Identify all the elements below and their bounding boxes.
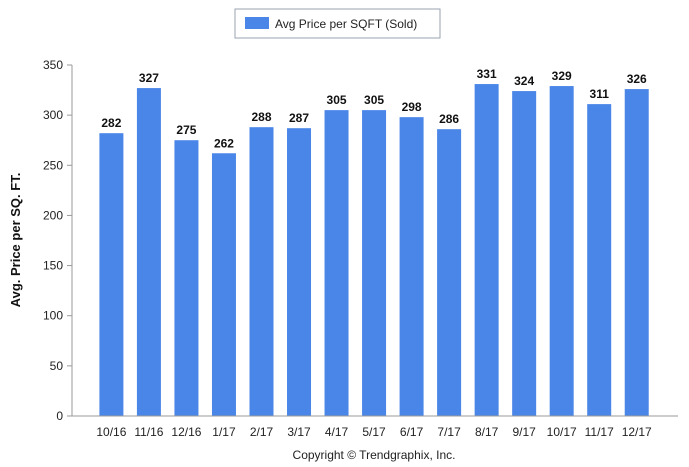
bar — [287, 128, 312, 416]
bar-value-label: 305 — [364, 93, 384, 107]
x-tick-label: 10/16 — [96, 425, 126, 439]
y-tick-label: 300 — [43, 108, 63, 122]
bar-value-label: 331 — [477, 67, 497, 81]
y-tick-label: 150 — [43, 259, 63, 273]
legend-label: Avg Price per SQFT (Sold) — [275, 17, 417, 31]
x-tick-label: 5/17 — [362, 425, 386, 439]
x-tick-label: 7/17 — [437, 425, 461, 439]
x-tick-label: 12/17 — [622, 425, 652, 439]
bar — [249, 127, 274, 417]
bar-value-label: 311 — [590, 87, 610, 101]
bar-value-label: 327 — [139, 71, 159, 85]
bar — [587, 104, 612, 417]
bar — [474, 84, 499, 416]
y-axis: 0 50 100 150 200 250 300 350 — [43, 58, 72, 423]
bar — [549, 86, 574, 416]
y-tick-label: 100 — [43, 309, 63, 323]
x-tick-label: 8/17 — [475, 425, 499, 439]
y-tick-label: 350 — [43, 58, 63, 72]
bar — [362, 110, 387, 416]
y-tick-label: 50 — [50, 359, 64, 373]
y-tick-label: 250 — [43, 158, 63, 172]
y-tick-label: 200 — [43, 208, 63, 222]
x-tick-label: 12/16 — [171, 425, 201, 439]
bar — [624, 89, 649, 416]
bar — [324, 110, 349, 416]
bar-value-label: 282 — [101, 116, 121, 130]
bar-value-label: 305 — [327, 93, 347, 107]
bar-value-label: 262 — [214, 136, 234, 150]
legend: Avg Price per SQFT (Sold) — [234, 8, 441, 39]
x-tick-label: 11/16 — [134, 425, 163, 439]
bar-value-label: 275 — [176, 123, 196, 137]
x-tick-label: 10/17 — [547, 425, 577, 439]
x-tick-label: 6/17 — [400, 425, 424, 439]
x-axis: 10/16 11/16 12/16 1/17 2/17 3/17 4/17 5/17 6/17 7… — [96, 425, 652, 439]
x-tick-label: 4/17 — [325, 425, 349, 439]
bar — [99, 133, 124, 417]
x-tick-label: 1/17 — [212, 425, 236, 439]
bar-value-label: 298 — [402, 100, 422, 114]
legend-swatch — [245, 17, 269, 29]
bars: 282 327 275 262 288 287 305 305 298 286 331 324 329 3… — [99, 67, 649, 417]
x-tick-label: 3/17 — [287, 425, 311, 439]
bar-value-label: 286 — [439, 112, 459, 126]
bar — [174, 140, 199, 416]
bar-value-label: 326 — [627, 72, 647, 86]
bar-value-label: 288 — [251, 110, 271, 124]
x-tick-label: 2/17 — [250, 425, 274, 439]
copyright: Copyright © Trendgraphix, Inc. — [293, 448, 456, 462]
bar — [512, 91, 537, 417]
bar — [211, 153, 236, 416]
bar-value-label: 329 — [552, 69, 572, 83]
bar-value-label: 324 — [514, 74, 534, 88]
bar — [437, 129, 462, 416]
bar — [399, 117, 424, 417]
bar — [136, 88, 161, 417]
x-tick-label: 11/17 — [585, 425, 614, 439]
y-axis-title: Avg. Price per SQ. FT. — [8, 173, 23, 308]
bar-value-label: 287 — [289, 111, 309, 125]
legend-box — [234, 8, 441, 39]
y-tick-label: 0 — [56, 409, 63, 423]
x-tick-label: 9/17 — [512, 425, 536, 439]
